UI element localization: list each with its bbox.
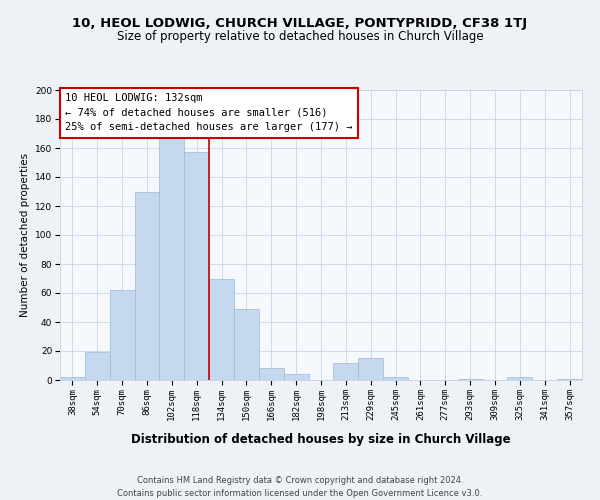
Bar: [234, 309, 259, 380]
Text: Distribution of detached houses by size in Church Village: Distribution of detached houses by size …: [131, 432, 511, 446]
Bar: [85, 352, 110, 380]
Bar: [110, 290, 134, 380]
Text: Contains HM Land Registry data © Crown copyright and database right 2024.
Contai: Contains HM Land Registry data © Crown c…: [118, 476, 482, 498]
Text: Size of property relative to detached houses in Church Village: Size of property relative to detached ho…: [116, 30, 484, 43]
Bar: [60, 377, 85, 380]
Bar: [383, 377, 408, 380]
Y-axis label: Number of detached properties: Number of detached properties: [20, 153, 29, 317]
Bar: [334, 362, 358, 380]
Bar: [508, 377, 532, 380]
Text: 10, HEOL LODWIG, CHURCH VILLAGE, PONTYPRIDD, CF38 1TJ: 10, HEOL LODWIG, CHURCH VILLAGE, PONTYPR…: [73, 18, 527, 30]
Bar: [184, 152, 209, 380]
Text: 10 HEOL LODWIG: 132sqm
← 74% of detached houses are smaller (516)
25% of semi-de: 10 HEOL LODWIG: 132sqm ← 74% of detached…: [65, 93, 353, 132]
Bar: [557, 378, 582, 380]
Bar: [160, 138, 184, 380]
Bar: [458, 378, 482, 380]
Bar: [134, 192, 160, 380]
Bar: [284, 374, 308, 380]
Bar: [209, 278, 234, 380]
Bar: [259, 368, 284, 380]
Bar: [358, 358, 383, 380]
